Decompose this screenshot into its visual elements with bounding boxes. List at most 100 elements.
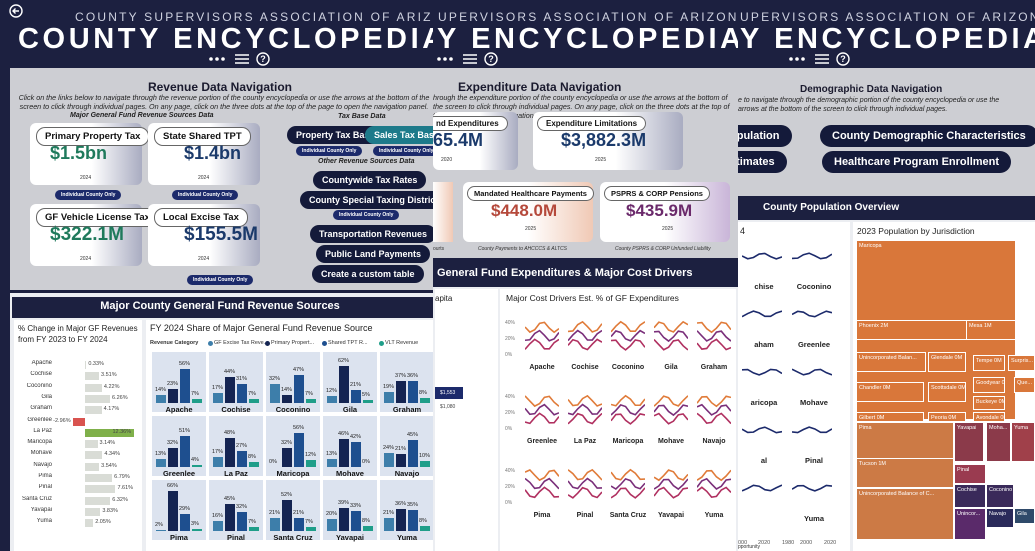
value-label: 7%: [191, 391, 199, 397]
decor-line: [697, 487, 731, 497]
bar: [168, 448, 178, 467]
bar: [327, 459, 337, 467]
panel-label: Yuma: [380, 533, 434, 542]
value-label: 16%: [212, 513, 223, 519]
button[interactable]: County Demographic Characteristics: [820, 125, 1035, 147]
treemap-label: Peoria 0M: [931, 415, 956, 421]
legend-swatch: [379, 341, 384, 346]
treemap-label: Goodyear 0...: [976, 380, 1004, 386]
decor-line: [697, 339, 731, 349]
county-label: Yuma: [792, 514, 836, 523]
treemap-label: Gila: [1017, 511, 1027, 517]
bar: [156, 530, 166, 531]
button[interactable]: Sales Tax Base: [365, 126, 440, 144]
decor-line: [654, 414, 688, 424]
bar: [282, 448, 292, 467]
mini-line-chart: [792, 366, 832, 390]
panel: COUNTY SUPERVISORS ASSOCIATION OF ARIZON…: [0, 0, 440, 551]
nav-icons[interactable]: ?: [205, 51, 275, 67]
decor-line: [568, 470, 602, 480]
nav-icons[interactable]: ?: [785, 51, 855, 67]
org-name: COUNTY SUPERVISORS ASSOCIATION OF ARIZON…: [75, 10, 440, 24]
category-label: Gila: [14, 394, 52, 400]
county-label: Mohave: [648, 438, 694, 445]
back-button[interactable]: [8, 3, 24, 19]
button[interactable]: Create a custom table: [312, 265, 424, 283]
county-label: La Paz: [562, 438, 608, 445]
footnote: pportunity: [738, 544, 760, 550]
bar: [384, 453, 394, 467]
category-label: Pinal: [14, 484, 52, 490]
bar: [85, 519, 93, 527]
bar: [363, 400, 373, 403]
panel-label: Apache: [152, 405, 206, 414]
treemap-label: Unincorporated Balance of C...: [859, 491, 934, 497]
section-title: Major County General Fund Revenue Source…: [0, 300, 440, 312]
county-label: Yavapai: [648, 512, 694, 519]
bar: [408, 440, 418, 467]
bar: [351, 511, 361, 531]
treemap-label: Scottsdale 0M: [931, 385, 965, 391]
panel-label: Greenlee: [152, 469, 206, 478]
value-label: 6.26%: [112, 395, 128, 401]
button[interactable]: opulation: [738, 125, 792, 147]
decor-line: [611, 331, 645, 341]
mini-line-chart: [742, 366, 782, 390]
button[interactable]: County Special Taxing Districts: [300, 191, 440, 209]
bar: [363, 526, 373, 531]
value-label: 36%: [407, 373, 418, 379]
mini-line-chart: [792, 308, 832, 332]
value-label: 6.32%: [112, 497, 128, 503]
card-value: 65.4M: [433, 130, 483, 151]
small-multiple-bg: [209, 480, 263, 540]
button[interactable]: Transportation Revenues: [310, 225, 436, 243]
value-label: 44%: [224, 369, 235, 375]
category-label: Cochise: [14, 371, 52, 377]
county-label: Apache: [519, 364, 565, 371]
decor-line: [792, 485, 832, 490]
nav-icons[interactable]: ?: [433, 51, 503, 67]
county-label: Maricopa: [605, 438, 651, 445]
button[interactable]: Countywide Tax Rates: [313, 171, 426, 189]
mini-line-chart: [525, 390, 559, 434]
value-label: 51%: [179, 428, 190, 434]
bar: [396, 509, 406, 531]
panel-label: Gila: [323, 405, 377, 414]
value-label: 48%: [224, 430, 235, 436]
value-label: 19%: [383, 384, 394, 390]
category-label: Apache: [14, 360, 52, 366]
panel: UPERVISORS ASSOCIATION OF ARIZONAY ENCYC…: [433, 0, 738, 551]
value-label: 47%: [293, 367, 304, 373]
decor-line: [697, 405, 731, 415]
card-year: 2024: [80, 256, 91, 262]
mini-line-chart: [568, 390, 602, 434]
decor-line: [525, 470, 559, 480]
bar: [225, 438, 235, 467]
bar: [294, 375, 304, 403]
mini-line-chart: [792, 424, 832, 448]
metric-card-edge: [433, 182, 453, 242]
value-label: 12%: [326, 388, 337, 394]
value-label: 0%: [269, 459, 277, 465]
button[interactable]: stimates: [738, 151, 787, 173]
value-label: 32%: [236, 504, 247, 510]
treemap-label: Yuma: [1014, 425, 1028, 431]
bar: [294, 518, 304, 531]
treemap-label: Glendale 0M: [931, 355, 962, 361]
bar: [225, 504, 235, 531]
button[interactable]: Healthcare Program Enrollment: [822, 151, 1011, 173]
value-label: 13%: [326, 451, 337, 457]
panel-label: La Paz: [209, 469, 263, 478]
panel-label: Maricopa: [266, 469, 320, 478]
bar: [180, 436, 190, 467]
treemap-label: Cochise: [957, 487, 977, 493]
button[interactable]: Public Land Payments: [316, 245, 430, 263]
